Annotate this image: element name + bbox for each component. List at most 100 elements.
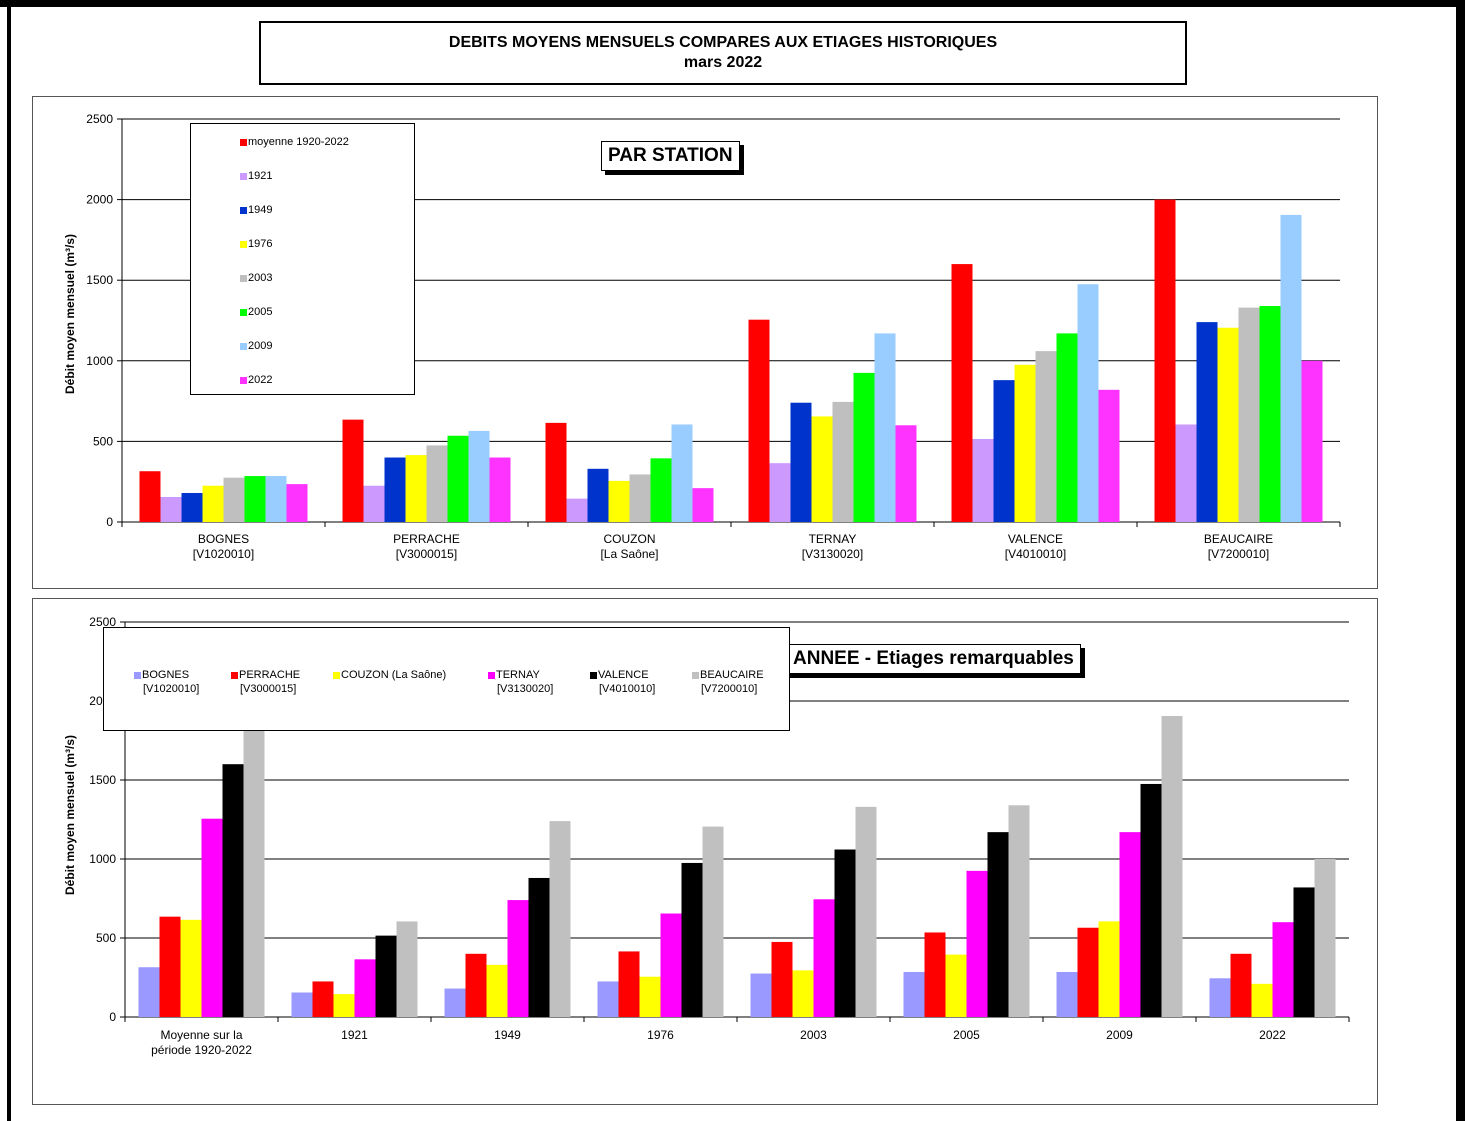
year-chart-bar [855, 806, 877, 1017]
year-chart-bar [597, 981, 619, 1017]
station-chart-bar [545, 422, 567, 522]
year-chart-category-label: Moyenne sur la [160, 1028, 242, 1042]
station-chart-bar [1098, 389, 1120, 522]
year-chart-bar [312, 981, 334, 1017]
year-chart-bar [465, 953, 487, 1017]
station-legend-item: 1949 [240, 204, 272, 216]
legend-label: COUZON (La Saône) [341, 669, 447, 681]
legend-label: 2005 [248, 306, 273, 318]
year-chart-y-tick-label: 2500 [89, 615, 116, 629]
year-chart-bar [945, 954, 967, 1017]
year-chart-bar [1272, 922, 1294, 1017]
station-chart-bar [608, 480, 630, 522]
station-chart-bar [1077, 284, 1099, 522]
station-chart-category-label: VALENCE [1008, 532, 1063, 546]
year-chart-y-tick-label: 1500 [89, 773, 116, 787]
year-chart-category-label: 2005 [953, 1028, 980, 1042]
station-legend-item: 2022 [240, 374, 272, 386]
year-chart-bar [291, 992, 313, 1017]
year-chart-header: ANNEE - Etiages remarquables [786, 644, 1081, 674]
year-chart-bar [903, 971, 925, 1017]
year-chart-bar [639, 976, 661, 1017]
year-chart-bar [966, 870, 988, 1017]
year-chart-bar [333, 994, 355, 1017]
station-chart-y-tick-label: 2500 [86, 112, 113, 126]
legend-sublabel: [V3000015] [240, 683, 297, 695]
station-legend-item: 2003 [240, 272, 272, 284]
year-chart-bar [1293, 887, 1315, 1017]
station-chart-bar [286, 484, 308, 522]
legend-label: 1949 [248, 204, 273, 216]
station-chart-bar [139, 471, 161, 522]
station-chart-bar [1014, 364, 1036, 522]
year-legend-item: TERNAY [V3130020] [488, 668, 553, 696]
year-legend-item: PERRACHE [V3000015] [231, 668, 300, 696]
year-chart-bar [486, 964, 508, 1017]
station-chart-category-label: [La Saône] [600, 547, 658, 561]
year-chart-y-tick-label: 1000 [89, 852, 116, 866]
station-chart-category-label: BEAUCAIRE [1204, 532, 1273, 546]
legend-swatch [240, 274, 247, 282]
station-chart-bar [587, 468, 609, 522]
station-chart-header: PAR STATION [601, 141, 740, 171]
station-chart-bar [342, 419, 364, 522]
station-chart-bar [1196, 322, 1218, 522]
station-chart-bar [384, 457, 406, 522]
station-chart-y-tick-label: 1000 [86, 354, 113, 368]
legend-swatch [333, 671, 340, 679]
year-chart-bar [549, 821, 571, 1017]
legend-label: 2022 [248, 374, 273, 386]
station-chart-bar [811, 416, 833, 522]
station-legend-item: 2005 [240, 306, 272, 318]
station-chart-bar [1238, 307, 1260, 522]
station-chart-category-label: PERRACHE [393, 532, 460, 546]
year-chart-bar [180, 919, 202, 1017]
legend-swatch [240, 172, 247, 180]
year-chart-bar [1209, 978, 1231, 1017]
legend-swatch [692, 671, 699, 679]
year-chart-category-label: période 1920-2022 [151, 1043, 252, 1057]
year-legend-item: COUZON (La Saône) [333, 668, 446, 682]
year-chart-bar [138, 967, 160, 1017]
year-chart-bar [702, 826, 724, 1017]
station-chart-bar [447, 435, 469, 522]
legend-sublabel: [V4010010] [599, 683, 656, 695]
station-chart-bar [405, 455, 427, 522]
station-legend-item: 1921 [240, 170, 272, 182]
year-chart-bar [813, 899, 835, 1017]
year-chart-bar [159, 916, 181, 1017]
station-chart-category-label: TERNAY [809, 532, 857, 546]
station-chart-bar [244, 476, 266, 522]
station-chart-y-tick-label: 1500 [86, 273, 113, 287]
station-chart-y-axis-title: Débit moyen mensuel (m³/s) [63, 233, 78, 395]
station-chart-bar [363, 485, 385, 522]
year-chart-bar [618, 951, 640, 1017]
legend-label: BEAUCAIRE [700, 669, 764, 681]
legend-swatch [240, 308, 247, 316]
year-chart-legend: BOGNES [V1020010] PERRACHE [V3000015] COUZON… [103, 627, 790, 731]
year-chart-bar [750, 973, 772, 1017]
chart-title-box: DEBITS MOYENS MENSUELS COMPARES AUX ETIA… [259, 21, 1187, 85]
legend-swatch [134, 671, 141, 679]
station-chart-bar [468, 430, 490, 522]
station-chart-bar [748, 319, 770, 522]
legend-label: TERNAY [496, 669, 540, 681]
legend-label: 1976 [248, 238, 273, 250]
year-chart-bar [354, 959, 376, 1017]
year-chart-bar [1230, 953, 1252, 1017]
station-chart-bar [769, 463, 791, 522]
legend-swatch [488, 671, 495, 679]
legend-label: moyenne 1920-2022 [248, 136, 349, 148]
station-chart-bar [993, 380, 1015, 522]
station-chart-bar [650, 458, 672, 522]
station-chart-bar [160, 497, 182, 522]
legend-sublabel: [V3130020] [497, 683, 554, 695]
station-chart-bar [566, 498, 588, 522]
year-chart-y-tick-label: 500 [96, 931, 116, 945]
station-chart-y-tick-label: 500 [93, 434, 113, 448]
year-chart-bar [924, 932, 946, 1017]
station-chart-bar [671, 424, 693, 522]
year-chart-bar [243, 701, 265, 1017]
station-chart-bar [1280, 214, 1302, 522]
